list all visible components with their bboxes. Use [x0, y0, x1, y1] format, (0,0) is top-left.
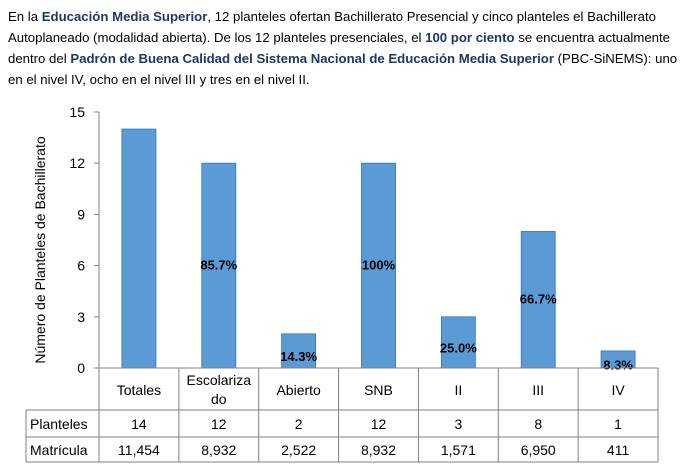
table-cell: 12: [371, 416, 387, 432]
table-cell: 8,932: [361, 442, 396, 458]
table-row-label: Planteles: [30, 416, 88, 432]
y-tick-label: 3: [77, 309, 85, 325]
table-cell: 2,522: [281, 442, 316, 458]
x-category-label: Abierto: [276, 382, 321, 398]
x-category-label: SNB: [364, 382, 393, 398]
intro-bold-percent: 100 por ciento: [425, 30, 515, 45]
table-cell: 6,950: [521, 442, 556, 458]
bar-data-label: 25.0%: [440, 340, 477, 355]
table-cell: 3: [454, 416, 462, 432]
x-category-label: Totales: [117, 382, 161, 398]
x-category-label-line2: do: [211, 391, 227, 407]
intro-bold-ems: Educación Media Superior: [41, 9, 208, 24]
y-tick-label: 6: [77, 258, 85, 274]
y-tick-label: 15: [69, 104, 85, 120]
x-category-label: II: [454, 382, 462, 398]
table-cell: 11,454: [118, 442, 160, 458]
intro-text-3: se encuentra actualmente dentro del: [8, 30, 670, 66]
y-tick-label: 0: [77, 360, 85, 376]
intro-text-1: En la: [8, 9, 42, 24]
table-cell: 8,932: [201, 442, 236, 458]
bar-5: [520, 231, 556, 369]
table-cell: 12: [211, 416, 227, 432]
y-axis-title: Número de Planteles de Bachillerato: [32, 136, 48, 363]
bar-data-label: 14.3%: [280, 349, 317, 364]
intro-bold-padron: Padrón de Buena Calidad del Sistema Naci…: [70, 51, 554, 66]
bar-data-label: 85.7%: [200, 258, 237, 273]
bar-0: [121, 128, 157, 369]
bar-data-label: 8.3%: [603, 357, 633, 372]
table-cell: 14: [131, 416, 147, 432]
table-cell: 1: [614, 416, 622, 432]
table-cell: 411: [607, 442, 630, 458]
y-tick-label: 12: [69, 155, 85, 171]
intro-text-4: (PBC-SiNEMS): uno en el nivel IV, ocho e…: [8, 51, 678, 87]
x-category-label: IV: [611, 382, 625, 398]
intro-text-2: , 12 planteles ofertan Bachillerato Pres…: [8, 9, 656, 45]
y-tick-label: 9: [77, 206, 85, 222]
table-cell: 8: [534, 416, 542, 432]
bar-data-label: 66.7%: [520, 292, 557, 307]
bar-1: [201, 162, 237, 369]
x-category-label: III: [532, 382, 544, 398]
table-cell: 1,571: [441, 442, 476, 458]
x-category-label-line1: Escolariza: [186, 372, 251, 388]
table-row-label: Matrícula: [30, 442, 88, 458]
bar-2: [281, 333, 317, 369]
bar-data-label: 100%: [362, 258, 396, 273]
table-cell: 2: [295, 416, 303, 432]
intro-paragraph: En la Educación Media Superior, 12 plant…: [8, 6, 684, 90]
